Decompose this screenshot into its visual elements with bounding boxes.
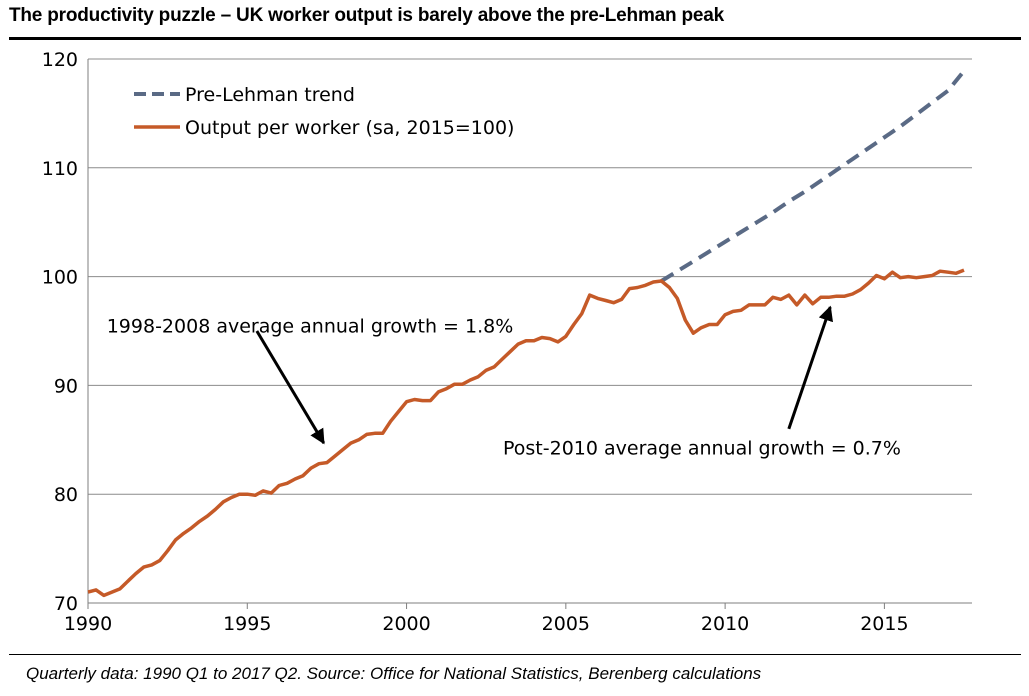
legend-label: Output per worker (sa, 2015=100) <box>185 117 514 139</box>
line-chart: 70 80 90 100 110 120 1990 1995 2000 2005 2010 2015 P… <box>42 49 972 635</box>
x-tick-label: 2015 <box>860 613 908 635</box>
title-rule <box>9 37 1021 40</box>
series-line-output-per-worker <box>87 268 965 598</box>
x-tick-label: 1995 <box>223 613 271 635</box>
x-tick-label: 2010 <box>701 613 749 635</box>
x-tick-label: 2005 <box>542 613 590 635</box>
y-tick-label: 120 <box>42 49 78 71</box>
y-tick-label: 90 <box>54 375 78 397</box>
x-tick-label: 2000 <box>382 613 430 635</box>
y-tick-label: 110 <box>42 158 78 180</box>
footer-rule <box>9 654 1021 655</box>
annotation-text: Post-2010 average annual growth = 0.7% <box>503 437 901 459</box>
annotation-arrow <box>787 305 833 430</box>
y-tick-label: 100 <box>42 267 78 289</box>
y-tick-label: 80 <box>54 484 78 506</box>
annotation-text: 1998-2008 average annual growth = 1.8% <box>107 316 514 338</box>
y-tick-label: 70 <box>54 593 78 615</box>
legend-label: Pre-Lehman trend <box>185 84 355 106</box>
annotation-arrow <box>255 330 326 445</box>
chart-title: The productivity puzzle – UK worker outp… <box>9 5 724 26</box>
x-tick-label: 1990 <box>64 613 112 635</box>
series-line-pre-lehman-trend <box>660 69 966 283</box>
source-footnote: Quarterly data: 1990 Q1 to 2017 Q2. Sour… <box>26 664 762 683</box>
